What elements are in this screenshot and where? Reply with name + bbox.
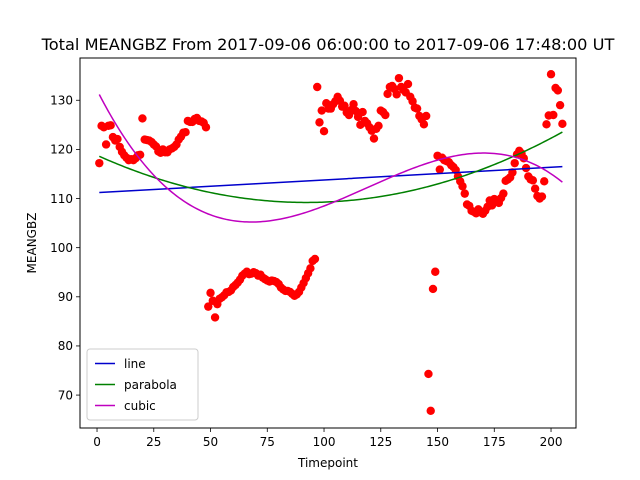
scatter-point [528, 176, 538, 185]
scatter-point [319, 127, 329, 136]
scatter-series [95, 70, 567, 415]
scatter-point [460, 189, 469, 198]
series-parabola-curve [98, 131, 563, 204]
scatter-point [204, 302, 213, 311]
scatter-point [549, 110, 558, 120]
chart-title: Total MEANGBZ From 2017-09-06 06:00:00 t… [41, 35, 615, 54]
scatter-point [530, 184, 540, 193]
scatter-point [546, 70, 556, 79]
y-tick-label: 120 [50, 143, 73, 157]
x-tick-label: 100 [313, 435, 336, 449]
scatter-point [424, 369, 433, 379]
x-tick-label: 125 [369, 435, 392, 449]
scatter-point [138, 114, 147, 123]
scatter-point [374, 121, 383, 131]
scatter-point [113, 134, 122, 144]
scatter-point [537, 192, 547, 201]
scatter-point [540, 177, 549, 186]
axes-frame [79, 57, 577, 429]
x-tick-label: 25 [146, 435, 161, 449]
y-tick-label: 110 [50, 192, 73, 206]
scatter-point [508, 168, 517, 177]
scatter-point [306, 264, 315, 273]
scatter-point [315, 118, 324, 127]
scatter-point [358, 107, 367, 117]
scatter-point [412, 104, 422, 113]
scatter-point [206, 288, 215, 298]
scatter-point [510, 158, 519, 168]
scatter-point [313, 82, 322, 92]
scatter-point [340, 101, 349, 110]
x-tick-label: 0 [93, 435, 101, 449]
scatter-point [426, 406, 435, 415]
x-tick-label: 200 [540, 435, 563, 449]
scatter-point [95, 158, 104, 168]
scatter-point [499, 189, 508, 198]
y-tick-label: 70 [58, 388, 73, 402]
scatter-point [383, 89, 392, 99]
scatter-point [369, 134, 379, 143]
scatter-point [101, 140, 111, 149]
series-line-curve [99, 165, 563, 194]
scatter-point [458, 182, 467, 191]
scatter-point [408, 97, 417, 106]
scatter-point [317, 106, 326, 115]
scatter-point [419, 120, 429, 129]
x-tick-label: 150 [426, 435, 449, 449]
scatter-point [428, 284, 438, 294]
scatter-point [106, 121, 115, 130]
y-tick-label: 80 [58, 339, 73, 353]
series-cubic-curve [98, 94, 563, 223]
scatter-point [431, 267, 440, 276]
scatter-point [403, 79, 413, 89]
y-tick-label: 90 [58, 290, 73, 304]
plot-area [95, 70, 567, 415]
x-axis-label: Timepoint [297, 456, 358, 470]
x-tick-label: 50 [203, 435, 218, 449]
y-tick-label: 100 [50, 241, 73, 255]
scatter-point [435, 165, 444, 174]
y-axis-ticks: 70 80 90 100 110 120 130 [50, 94, 80, 402]
y-axis-label: MEANGBZ [25, 213, 39, 274]
x-axis-ticks: 0 25 50 75 100 125 150 175 200 [93, 428, 562, 449]
scatter-point [394, 73, 404, 83]
legend: line parabola cubic [86, 348, 199, 421]
x-tick-label: 175 [483, 435, 506, 449]
scatter-point [555, 100, 565, 110]
x-tick-label: 75 [260, 435, 275, 449]
scatter-point [210, 313, 220, 322]
legend-label-cubic: cubic [124, 399, 156, 413]
scatter-point [553, 86, 563, 95]
scatter-point [558, 119, 567, 129]
scatter-point [181, 128, 190, 137]
legend-label-parabola: parabola [124, 378, 177, 392]
scatter-point [392, 90, 401, 99]
scatter-point [201, 123, 211, 132]
legend-box [86, 348, 199, 421]
scatter-point [381, 110, 390, 120]
y-tick-label: 130 [50, 94, 73, 108]
legend-label-line: line [124, 357, 146, 371]
scatter-point [421, 111, 431, 121]
scatter-point [542, 120, 551, 129]
scatter-point [310, 254, 320, 264]
scatter-point [349, 99, 358, 109]
